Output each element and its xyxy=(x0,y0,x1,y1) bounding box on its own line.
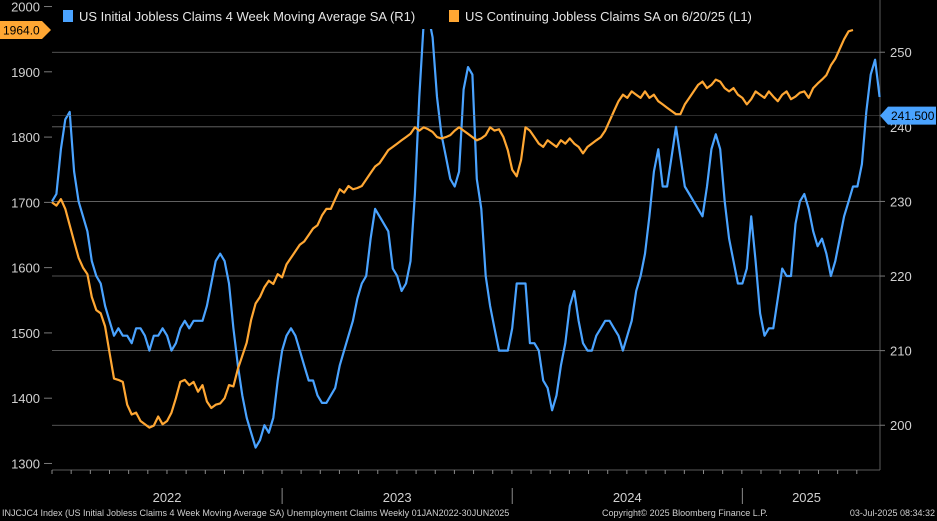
x-axis: 2022 2023 2024 2025 xyxy=(51,469,880,505)
left-tick-label: 1800 xyxy=(11,130,40,145)
x-tick-label: 2023 xyxy=(383,490,412,505)
footer-timestamp: 03-Jul-2025 08:34:32 xyxy=(850,508,935,518)
left-last-value-badge xyxy=(0,21,51,40)
right-tick-label: 250 xyxy=(890,45,912,60)
x-tick-label: 2022 xyxy=(153,490,182,505)
left-tick-label: 1900 xyxy=(11,65,40,80)
footer: INJCJC4 Index (US Initial Jobless Claims… xyxy=(2,508,935,518)
continuing-claims-line xyxy=(51,28,854,429)
footer-source: INJCJC4 Index (US Initial Jobless Claims… xyxy=(2,508,509,518)
footer-copyright: Copyright© 2025 Bloomberg Finance L.P. xyxy=(602,508,768,518)
legend-swatch-continuing-claims xyxy=(449,10,459,22)
right-tick-label: 210 xyxy=(890,344,912,359)
last-value-badges: 241.500 1964.0 xyxy=(0,21,936,125)
x-tick-label: 2024 xyxy=(613,490,642,505)
right-tick-label: 200 xyxy=(890,418,912,433)
left-tick-label: 1700 xyxy=(11,195,40,210)
right-tick-label: 220 xyxy=(890,269,912,284)
left-axis-ticks: 2000 1900 1800 1700 1600 1500 1400 1300 xyxy=(11,0,52,471)
initial-claims-line xyxy=(51,13,881,449)
x-tick-label: 2025 xyxy=(792,490,821,505)
left-tick-label: 1300 xyxy=(11,456,40,471)
left-last-value-text: 1964.0 xyxy=(3,24,40,38)
left-tick-label: 1400 xyxy=(11,391,40,406)
gridlines xyxy=(52,0,881,470)
legend-label-continuing-claims: US Continuing Jobless Claims SA on 6/20/… xyxy=(465,9,752,24)
right-last-value-text: 241.500 xyxy=(891,109,935,123)
right-tick-label: 230 xyxy=(890,194,912,209)
left-tick-label: 1500 xyxy=(11,326,40,341)
left-tick-label: 1600 xyxy=(11,261,40,276)
right-last-value-badge xyxy=(880,106,936,125)
left-tick-label: 2000 xyxy=(11,0,40,15)
series-lines xyxy=(51,13,881,449)
legend-label-initial-claims: US Initial Jobless Claims 4 Week Moving … xyxy=(79,9,415,24)
legend: US Initial Jobless Claims 4 Week Moving … xyxy=(52,5,780,29)
legend-background xyxy=(52,5,780,29)
legend-swatch-initial-claims xyxy=(63,10,73,22)
